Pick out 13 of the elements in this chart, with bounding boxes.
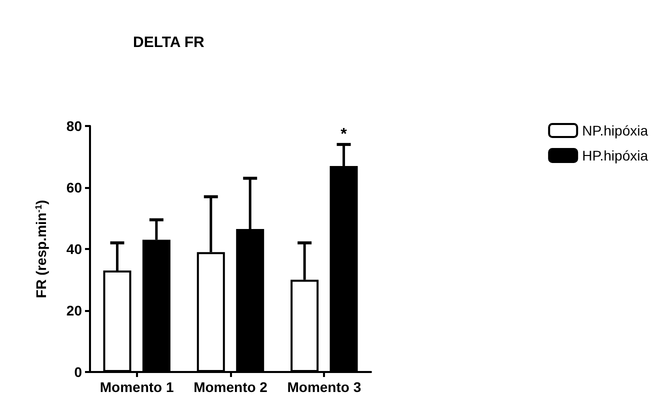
y-tick-label: 40	[66, 241, 82, 257]
y-axis-title: FR (resp.min-1)	[33, 200, 49, 298]
y-tick-label: 20	[66, 302, 82, 318]
x-tick-label: Momento 1	[100, 379, 174, 395]
chart-title: DELTA FR	[133, 34, 205, 51]
x-tick-label: Momento 3	[287, 379, 362, 395]
legend-label: NP.hipóxia	[582, 122, 648, 138]
y-tick-label: 80	[66, 118, 82, 134]
x-tick-label: Momento 2	[194, 379, 268, 395]
annotation: *	[340, 126, 348, 143]
y-tick-label: 0	[74, 364, 82, 380]
legend-label: HP.hipóxia	[582, 148, 648, 164]
y-tick-label: 60	[66, 180, 82, 196]
